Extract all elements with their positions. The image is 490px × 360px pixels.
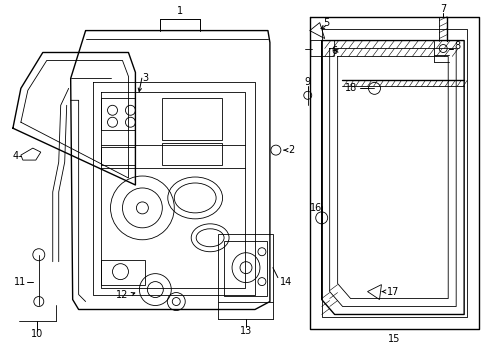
Text: 2: 2 <box>288 145 294 155</box>
Bar <box>162 143 222 165</box>
Text: 8: 8 <box>454 41 460 50</box>
Text: 15: 15 <box>388 334 401 345</box>
Text: 9: 9 <box>305 77 311 87</box>
Text: 11: 11 <box>14 276 26 287</box>
Bar <box>224 241 267 296</box>
Bar <box>162 98 222 140</box>
Text: 10: 10 <box>31 329 43 339</box>
Bar <box>218 234 273 302</box>
Text: 1: 1 <box>177 6 183 15</box>
Text: 12: 12 <box>116 289 128 300</box>
Text: 4: 4 <box>13 151 19 161</box>
Bar <box>100 260 146 285</box>
Text: 13: 13 <box>240 327 252 336</box>
Text: 16: 16 <box>310 203 322 213</box>
Text: 7: 7 <box>440 4 446 14</box>
Text: 17: 17 <box>388 287 400 297</box>
Bar <box>100 98 135 130</box>
Text: 14: 14 <box>280 276 292 287</box>
Text: 18: 18 <box>345 84 358 93</box>
Bar <box>100 147 135 165</box>
Text: 6: 6 <box>332 45 338 55</box>
Text: 5: 5 <box>323 18 330 28</box>
Text: 3: 3 <box>143 73 148 84</box>
